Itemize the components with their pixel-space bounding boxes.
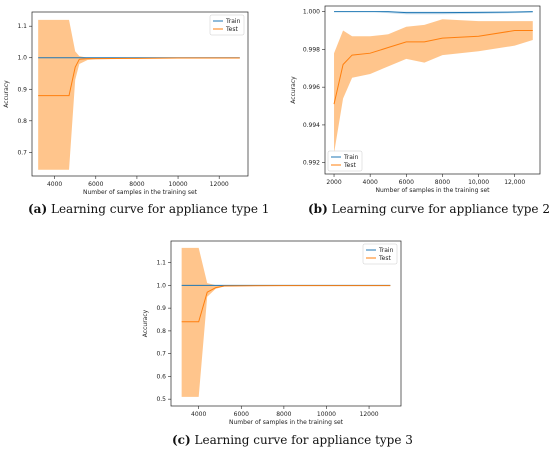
y-tick-label: 0.8 [17,118,27,125]
y-axis-label: Accuracy [142,309,149,337]
y-tick-label: 0.5 [156,396,166,403]
legend-label-train: Train [378,247,394,254]
axes-frame [324,5,541,175]
x-axis-label: Number of samples in the training set [376,187,491,194]
band-test [334,19,533,154]
legend-label-test: Test [378,255,391,262]
x-tick-label: 12000 [360,411,379,418]
band-test [38,19,240,170]
x-axis-label: Number of samples in the training set [229,419,344,426]
axes-frame [170,240,402,407]
plot-area [38,19,240,170]
y-tick-label: 0.992 [303,160,320,167]
legend-label-test: Test [225,26,238,33]
x-tick-label: 6000 [88,181,103,188]
y-tick-label: 1.0 [156,282,166,289]
caption-c: (c) Learning curve for appliance type 3 [172,433,413,447]
caption-a-text: Learning curve for appliance type 1 [50,202,270,216]
y-axis-label: Accuracy [3,80,10,108]
y-tick-label: 0.6 [156,373,166,380]
y-tick-label: 1.0 [17,55,27,62]
x-tick-label: 4000 [363,179,378,186]
x-tick-label: 10000 [317,411,336,418]
y-tick-label: 0.998 [303,46,320,53]
legend-box [327,150,363,172]
x-tick-label: 6000 [234,411,249,418]
plot-area [333,11,533,154]
caption-a-letter: (a) [28,202,48,216]
y-tick-label: 0.7 [17,149,27,156]
caption-b-letter: (b) [308,202,328,216]
y-tick-label: 1.1 [17,23,27,30]
x-tick-label: 10000 [169,181,188,188]
caption-b-text: Learning curve for appliance type 2 [331,202,550,216]
y-tick-label: 0.996 [303,84,320,91]
x-tick-label: 10,000 [468,179,489,186]
legend-label-test: Test [343,162,356,169]
caption-c-letter: (c) [172,433,191,447]
x-tick-label: 8000 [435,179,450,186]
plot-area [181,247,391,397]
axes-frame [31,11,249,177]
x-tick-label: 4000 [47,181,62,188]
y-tick-label: 0.8 [156,328,166,335]
y-axis-label: Accuracy [290,76,297,104]
chart-panel-c: 4000 6000 8000 10000 12000 0.5 0.6 0.7 0.8 0.9 1.0… [142,240,402,426]
x-tick-label: 8000 [129,181,144,188]
caption-b: (b) Learning curve for appliance type 2 [308,202,550,216]
caption-a: (a) Learning curve for appliance type 1 [28,202,269,216]
chart-panel-b: 2000 4000 6000 8000 10,000 12,000 0.992 0.994 0.… [290,5,541,194]
legend-box [209,14,245,36]
x-tick-label: 2000 [326,179,341,186]
y-tick-label: 0.9 [156,305,166,312]
x-tick-label: 12000 [210,181,229,188]
caption-c-text: Learning curve for appliance type 3 [194,433,413,447]
chart-panel-a: 4000 6000 8000 10000 12000 0.7 0.8 0.9 1.0 1.1 Num… [3,11,249,196]
x-axis-label: Number of samples in the training set [83,189,198,196]
x-tick-label: 6000 [399,179,414,186]
y-tick-label: 1.1 [156,260,166,267]
legend-label-train: Train [343,154,359,161]
x-tick-label: 8000 [276,411,291,418]
legend-label-train: Train [225,18,241,25]
y-tick-label: 1.000 [303,9,320,16]
x-tick-label: 4000 [191,411,206,418]
line-train [334,11,533,14]
y-tick-label: 0.9 [17,86,27,93]
x-tick-label: 12,000 [504,179,525,186]
band-test [181,247,391,397]
y-tick-label: 0.994 [303,122,320,129]
legend-box [362,243,398,265]
y-tick-label: 0.7 [156,351,166,358]
